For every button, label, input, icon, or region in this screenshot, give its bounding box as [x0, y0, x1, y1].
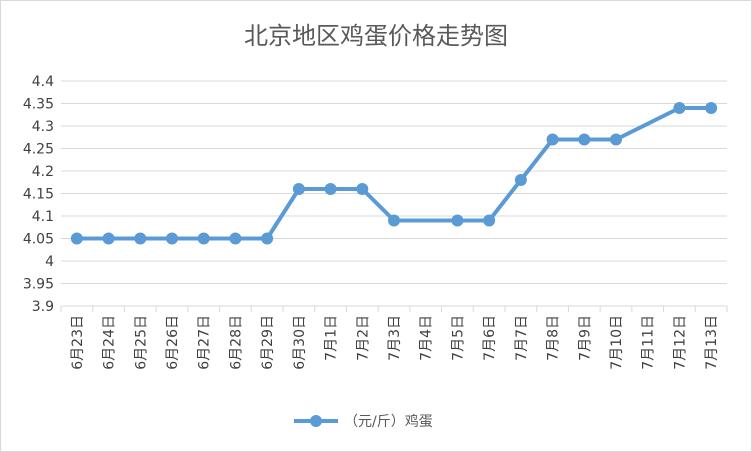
- x-tick-label: 7月3日: [387, 315, 403, 361]
- x-tick-label: 7月10日: [609, 315, 625, 370]
- x-tick-label: 6月30日: [292, 315, 308, 370]
- y-tick-label: 4.3: [32, 119, 54, 135]
- data-point: [261, 232, 274, 245]
- data-point: [134, 232, 147, 245]
- chart-title: 北京地区鸡蛋价格走势图: [244, 22, 508, 50]
- data-point: [514, 174, 527, 186]
- data-point: [673, 102, 686, 114]
- data-point: [292, 183, 305, 195]
- y-tick-label: 4: [45, 254, 54, 270]
- data-point: [166, 232, 178, 245]
- y-tick-label: 4.25: [23, 142, 54, 158]
- x-tick-label: 7月4日: [419, 315, 435, 361]
- x-tick-label: 6月27日: [197, 315, 213, 370]
- y-tick-label: 4.2: [32, 164, 54, 180]
- data-point: [102, 232, 115, 245]
- legend: （元/斤）鸡蛋: [294, 413, 433, 430]
- data-point: [451, 214, 464, 227]
- series-layer: [70, 102, 718, 245]
- data-point: [705, 102, 718, 114]
- y-tick-label: 4.35: [23, 97, 54, 113]
- data-point: [229, 232, 242, 245]
- x-tick-label: 7月2日: [355, 315, 371, 361]
- y-tick-label: 4.4: [32, 74, 54, 90]
- x-tick-label: 7月8日: [546, 315, 562, 361]
- y-axis-ticks: 4.4 4.35 4.3 4.25 4.2 4.15 4.1 4.05 4 3.95 3.9: [23, 74, 54, 315]
- data-point: [546, 133, 559, 146]
- x-tick-label: 7月12日: [672, 315, 688, 370]
- legend-marker-swatch: [310, 415, 322, 427]
- data-point: [356, 183, 369, 195]
- y-tick-label: 4.1: [32, 209, 54, 225]
- data-point: [324, 183, 337, 195]
- legend-label: （元/斤）鸡蛋: [344, 413, 433, 430]
- x-tick-label: 6月25日: [133, 315, 149, 370]
- x-tick-label: 6月24日: [102, 315, 118, 370]
- x-tick-label: 7月7日: [514, 315, 530, 361]
- x-tick-label: 6月26日: [165, 315, 181, 370]
- data-point: [388, 214, 400, 227]
- data-point: [610, 133, 622, 146]
- data-point: [483, 214, 496, 227]
- data-point: [70, 232, 83, 245]
- y-tick-label: 4.15: [23, 187, 54, 203]
- x-tick-label: 7月11日: [641, 315, 657, 370]
- gridlines: [61, 80, 727, 307]
- y-tick-label: 3.95: [23, 277, 54, 293]
- x-tick-label: 7月9日: [577, 315, 593, 361]
- x-tick-label: 6月23日: [70, 315, 86, 370]
- data-point: [197, 232, 210, 245]
- x-axis-ticks: 6月23日 6月24日 6月25日 6月26日 6月27日 6月28日 6月29日 6月30日…: [60, 306, 728, 370]
- data-point: [578, 133, 591, 146]
- x-tick-label: 6月28日: [228, 315, 244, 370]
- x-tick-label: 7月13日: [704, 315, 720, 370]
- x-tick-label: 7月5日: [450, 315, 466, 361]
- x-tick-label: 6月29日: [260, 315, 276, 370]
- x-tick-label: 7月1日: [324, 315, 340, 361]
- y-tick-label: 3.9: [32, 299, 54, 315]
- x-tick-label: 7月6日: [482, 315, 498, 361]
- y-tick-label: 4.05: [23, 232, 54, 248]
